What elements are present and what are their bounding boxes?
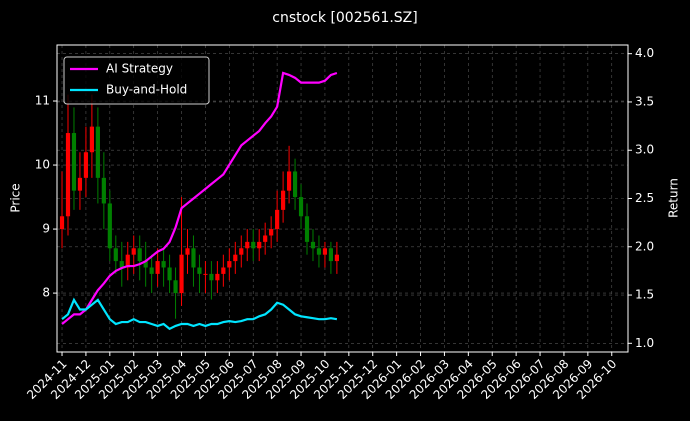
candle-body [269,229,274,236]
candle-body [221,267,226,274]
candle-body [71,133,77,191]
candle-body [298,197,304,217]
legend-box [63,56,210,105]
candle-body [328,248,333,262]
candle-body [322,248,328,255]
candle-body [161,261,166,268]
candle-body [281,190,286,210]
candle-body [119,261,124,268]
candle-body [83,152,89,178]
legend-label: Buy-and-Hold [106,83,187,97]
candle-body [203,273,208,275]
candle-body [239,248,244,255]
candle-body [137,248,142,262]
candle-body [334,254,339,262]
line-series [61,71,338,325]
candle-body [275,209,280,230]
y-tick-label: 9 [42,222,50,236]
candle-body [125,254,130,268]
chart-title: cnstock [002561.SZ] [272,10,417,26]
candle-body [316,248,322,255]
y2-axis-label: Return [667,178,681,218]
y2-tick-label: 2.0 [635,239,654,253]
candle-body [286,171,292,191]
candle-body [65,133,71,217]
candle-body [209,273,214,281]
candle-body [59,216,65,230]
candle-body [245,241,250,249]
candle-body [251,241,256,249]
candle-body [310,241,316,249]
y-tick-label: 10 [35,158,50,172]
candle-body [167,267,172,281]
candle-body [263,235,268,242]
candle-body [197,267,202,274]
y2-tick-label: 3.0 [635,143,654,157]
y-axis-label: Price [9,183,23,212]
candle-body [173,280,178,294]
candle-body [257,241,262,249]
candle-body [185,248,190,255]
y-tick-label: 8 [42,286,50,300]
candle-body [95,126,100,178]
candle-body [149,267,154,274]
candle-body [155,261,160,274]
y2-tick-label: 1.5 [635,288,654,302]
candle-body [304,216,310,242]
y-tick-label: 11 [35,94,50,108]
y2-tick-label: 2.5 [635,191,654,205]
candle-body [107,203,112,249]
y2-tick-label: 4.0 [635,46,654,60]
candle-body [179,254,184,294]
candle-body [233,254,238,262]
line-series [61,297,338,331]
candle-body [89,126,94,153]
candle-body [227,261,232,268]
legend-label: AI Strategy [106,62,173,76]
candle-body [101,177,106,204]
candle-body [292,171,298,198]
y2-tick-label: 1.0 [635,336,654,350]
plot-frame [56,44,629,353]
candle-body [131,248,136,255]
candle-body [143,261,148,268]
candle-body [215,273,220,281]
candle-body [113,248,118,262]
candle-body [77,177,83,191]
y2-tick-label: 3.5 [635,94,654,108]
candle-body [191,248,196,268]
